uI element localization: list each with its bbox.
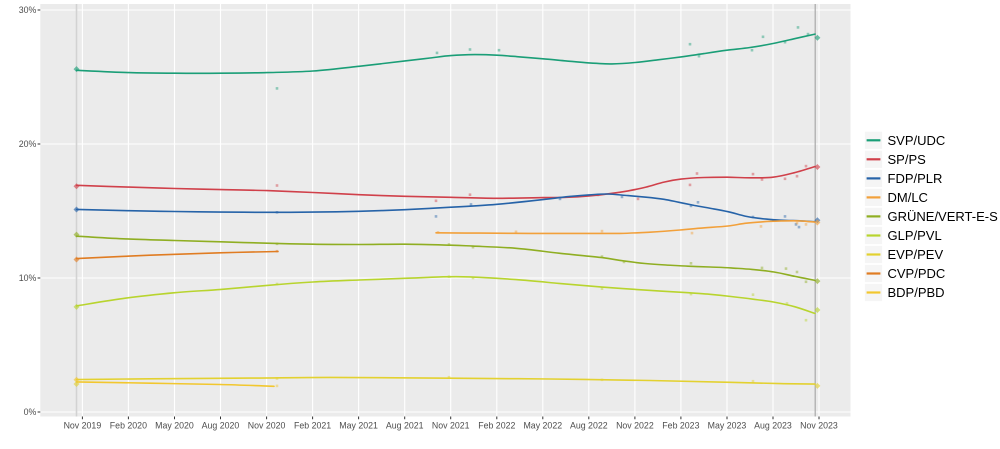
svg-text:GRÜNE/VERT-E-S: GRÜNE/VERT-E-S xyxy=(888,209,999,224)
svg-text:May 2022: May 2022 xyxy=(523,420,562,430)
svg-text:Aug 2021: Aug 2021 xyxy=(386,420,424,430)
svg-text:Feb 2020: Feb 2020 xyxy=(110,420,147,430)
svg-text:Nov 2023: Nov 2023 xyxy=(800,420,838,430)
svg-text:Feb 2023: Feb 2023 xyxy=(662,420,699,430)
svg-text:May 2020: May 2020 xyxy=(155,420,194,430)
svg-text:Aug 2023: Aug 2023 xyxy=(754,420,792,430)
svg-text:Aug 2022: Aug 2022 xyxy=(570,420,608,430)
svg-text:May 2021: May 2021 xyxy=(339,420,378,430)
svg-text:SVP/UDC: SVP/UDC xyxy=(888,133,946,148)
svg-text:30%: 30% xyxy=(19,5,37,15)
svg-text:DM/LC: DM/LC xyxy=(888,190,928,205)
svg-text:EVP/PEV: EVP/PEV xyxy=(888,247,944,262)
svg-text:BDP/PBD: BDP/PBD xyxy=(888,285,945,300)
svg-text:10%: 10% xyxy=(19,273,37,283)
svg-text:May 2023: May 2023 xyxy=(708,420,747,430)
svg-text:20%: 20% xyxy=(19,139,37,149)
svg-text:Nov 2022: Nov 2022 xyxy=(616,420,654,430)
svg-text:GLP/PVL: GLP/PVL xyxy=(888,228,942,243)
svg-text:Aug 2020: Aug 2020 xyxy=(202,420,240,430)
svg-text:Nov 2019: Nov 2019 xyxy=(64,420,102,430)
svg-text:Feb 2021: Feb 2021 xyxy=(294,420,331,430)
svg-text:Nov 2020: Nov 2020 xyxy=(248,420,286,430)
svg-text:SP/PS: SP/PS xyxy=(888,152,927,167)
svg-text:FDP/PLR: FDP/PLR xyxy=(888,171,943,186)
svg-text:Feb 2022: Feb 2022 xyxy=(478,420,515,430)
svg-text:Nov 2021: Nov 2021 xyxy=(432,420,470,430)
svg-text:CVP/PDC: CVP/PDC xyxy=(888,266,946,281)
svg-text:0%: 0% xyxy=(24,407,37,417)
